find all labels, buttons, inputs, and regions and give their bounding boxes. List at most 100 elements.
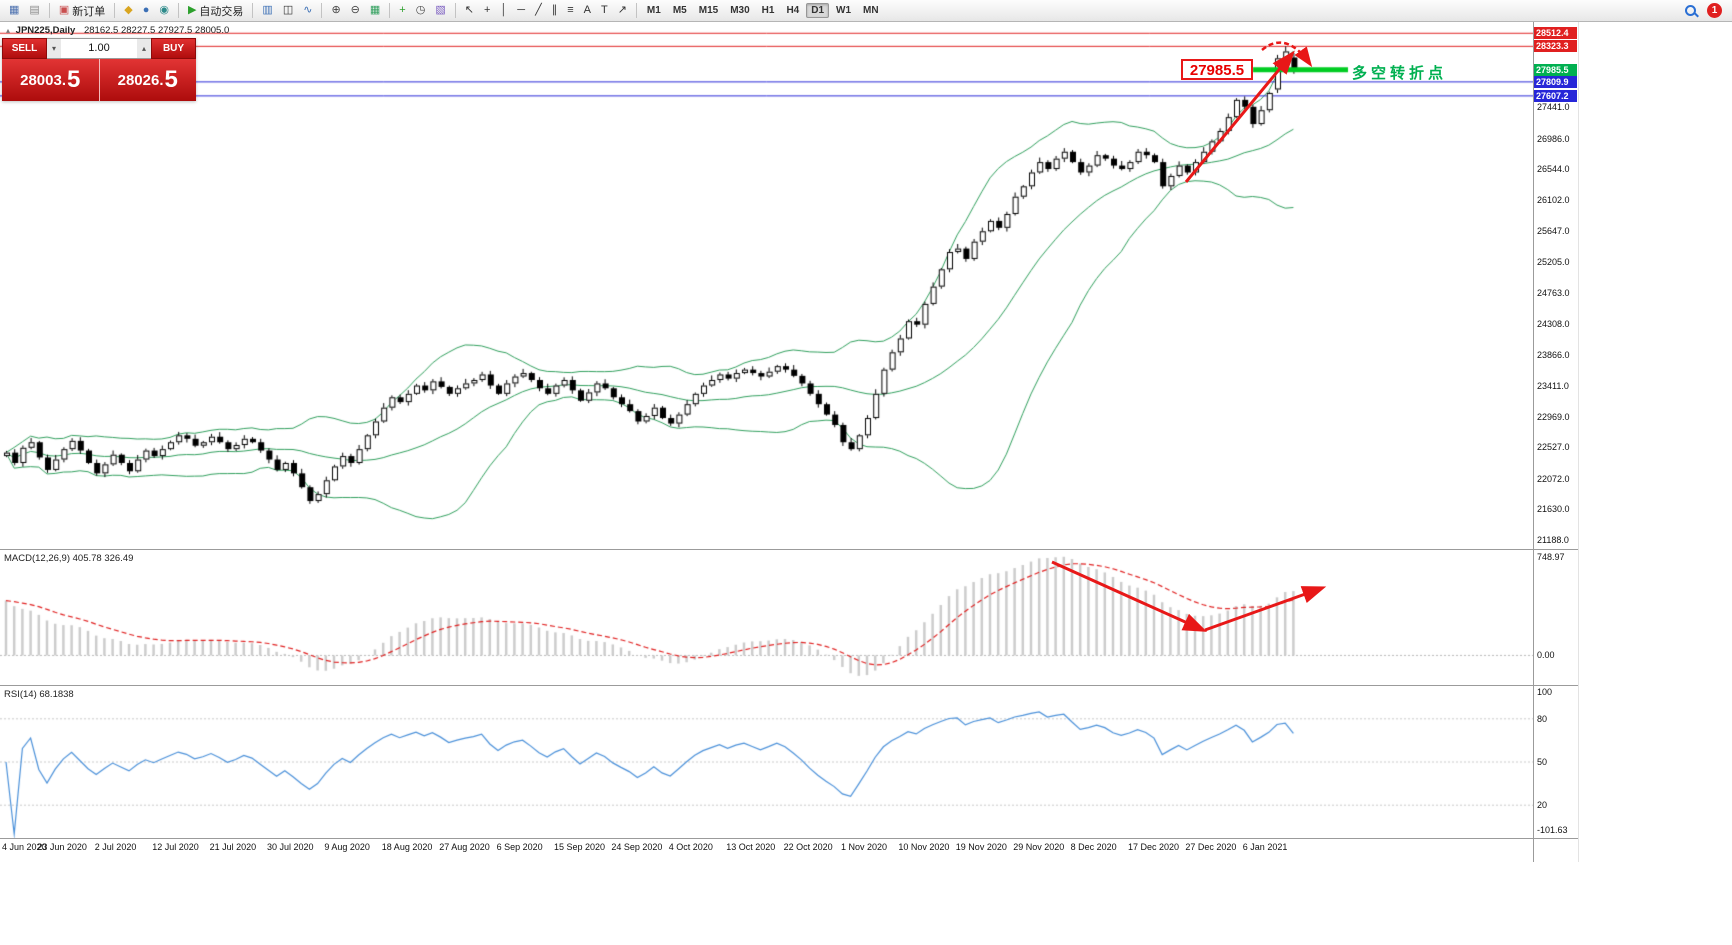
- auto-trading-button[interactable]: ▶自动交易: [184, 1, 247, 21]
- sell-price-pip: 5: [67, 68, 80, 92]
- toolbar-right: 1: [1683, 3, 1728, 19]
- trendline-icon-glyph: ╱: [535, 5, 542, 16]
- macd-axis-zero-label: 0.00: [1537, 650, 1555, 661]
- metaeditor-icon-glyph: ◆: [124, 5, 132, 16]
- zoom-in-icon[interactable]: ⊕: [327, 1, 344, 21]
- bar-chart-icon[interactable]: ▥: [258, 1, 276, 21]
- time-axis[interactable]: 4 Jun 202023 Jun 20202 Jul 202012 Jul 20…: [0, 840, 1578, 856]
- periods-icon[interactable]: ◷: [412, 1, 430, 21]
- timeframe-h4-button[interactable]: H4: [781, 3, 804, 18]
- text-icon-glyph: A: [584, 5, 591, 16]
- toolbar-separator: [636, 3, 637, 18]
- community-icon[interactable]: ◉: [155, 1, 173, 21]
- volume-decrease-button[interactable]: ▾: [47, 39, 61, 58]
- time-axis-label: 10 Nov 2020: [898, 842, 949, 852]
- price-axis-highlight-label: 28323.3: [1534, 40, 1577, 52]
- timeframe-w1-button[interactable]: W1: [831, 3, 856, 18]
- arrows-icon[interactable]: ↗: [614, 1, 631, 21]
- turning-point-label[interactable]: 多空转折点: [1352, 62, 1447, 83]
- timeframe-m30-button[interactable]: M30: [725, 3, 754, 18]
- new-chart-icon[interactable]: ▦: [5, 1, 23, 21]
- label-icon-glyph: T: [601, 5, 608, 16]
- horizontal-line-icon-glyph: ─: [517, 5, 525, 16]
- macd-axis-min-label: -101.63: [1537, 825, 1568, 836]
- zoom-out-icon[interactable]: ⊖: [347, 1, 364, 21]
- price-axis-label: 21188.0: [1537, 535, 1569, 546]
- rsi-axis-label: 20: [1537, 800, 1547, 811]
- toolbar-separator: [178, 3, 179, 18]
- rsi-axis-label: 100: [1537, 687, 1552, 698]
- toolbar-separator: [455, 3, 456, 18]
- one-click-toggle-icon[interactable]: ▴: [6, 26, 10, 35]
- price-axis[interactable]: 27441.026986.026544.026102.025647.025205…: [1534, 22, 1578, 862]
- timeframe-mn-button[interactable]: MN: [858, 3, 884, 18]
- fibonacci-icon[interactable]: ≡: [563, 1, 577, 21]
- buy-price-button[interactable]: 28026. 5: [100, 59, 197, 101]
- channel-icon-glyph: ∥: [552, 5, 558, 16]
- candlestick-icon[interactable]: ◫: [279, 1, 297, 21]
- auto-trading-button-glyph: ▶: [188, 5, 196, 16]
- fibonacci-icon-glyph: ≡: [567, 5, 573, 16]
- new-order-button[interactable]: ▣新订单: [55, 1, 109, 21]
- macd-canvas[interactable]: [0, 550, 1533, 685]
- tile-windows-icon[interactable]: ▦: [366, 1, 384, 21]
- time-axis-label: 19 Nov 2020: [956, 842, 1007, 852]
- label-icon[interactable]: T: [597, 1, 612, 21]
- metaeditor-icon[interactable]: ◆: [120, 1, 136, 21]
- trendline-icon[interactable]: ╱: [531, 1, 546, 21]
- price-chart-canvas[interactable]: [0, 22, 1533, 549]
- cursor-icon[interactable]: ↖: [461, 1, 478, 21]
- price-axis-label: 25647.0: [1537, 226, 1570, 237]
- timeframe-m5-button[interactable]: M5: [668, 3, 692, 18]
- price-flag-label[interactable]: 27985.5: [1181, 59, 1253, 80]
- timeframe-m15-button[interactable]: M15: [694, 3, 723, 18]
- search-icon[interactable]: [1683, 3, 1699, 19]
- timeframe-m1-button[interactable]: M1: [642, 3, 666, 18]
- price-axis-label: 26986.0: [1537, 134, 1570, 145]
- price-axis-label: 26544.0: [1537, 164, 1570, 175]
- text-icon[interactable]: A: [580, 1, 595, 21]
- indicators-icon[interactable]: +: [395, 1, 409, 21]
- time-axis-separator: [0, 838, 1578, 839]
- new-order-button-label: 新订单: [72, 3, 105, 19]
- volume-value[interactable]: 1.00: [61, 39, 137, 58]
- volume-increase-button[interactable]: ▴: [137, 39, 151, 58]
- bar-chart-icon-glyph: ▥: [262, 5, 272, 16]
- buy-price-pip: 5: [165, 68, 178, 92]
- cursor-icon-glyph: ↖: [465, 5, 474, 16]
- profiles-icon[interactable]: ▤: [25, 1, 43, 21]
- candlestick-icon-glyph: ◫: [283, 5, 293, 16]
- auto-trading-button-label: 自动交易: [199, 3, 243, 19]
- sell-price-button[interactable]: 28003. 5: [2, 59, 100, 101]
- new-order-button-glyph: ▣: [59, 5, 69, 16]
- sell-button[interactable]: SELL: [2, 38, 47, 59]
- timeframe-d1-button[interactable]: D1: [806, 3, 829, 18]
- macd-pane-separator[interactable]: [0, 549, 1578, 550]
- buy-button[interactable]: BUY: [151, 38, 196, 59]
- crosshair-icon-glyph: +: [484, 5, 490, 16]
- rsi-pane-separator[interactable]: [0, 685, 1578, 686]
- time-axis-label: 1 Nov 2020: [841, 842, 887, 852]
- channel-icon[interactable]: ∥: [548, 1, 562, 21]
- time-axis-label: 6 Sep 2020: [497, 842, 543, 852]
- notification-badge[interactable]: 1: [1707, 3, 1722, 18]
- rsi-canvas[interactable]: [0, 686, 1533, 838]
- arrows-icon-glyph: ↗: [618, 5, 627, 16]
- price-axis-highlight-label: 27607.2: [1534, 90, 1577, 102]
- options-icon[interactable]: ●: [139, 1, 154, 21]
- templates-icon[interactable]: ▧: [431, 1, 449, 21]
- time-axis-label: 17 Dec 2020: [1128, 842, 1179, 852]
- toolbar-separator: [49, 3, 50, 18]
- price-axis-label: 22072.0: [1537, 474, 1570, 485]
- ohlc-values: 28162.5 28227.5 27927.5 28005.0: [84, 25, 229, 36]
- timeframe-h1-button[interactable]: H1: [757, 3, 780, 18]
- volume-spinner[interactable]: ▾ 1.00 ▴: [47, 38, 151, 59]
- options-icon-glyph: ●: [143, 5, 150, 16]
- price-axis-label: 21630.0: [1537, 504, 1570, 515]
- crosshair-icon[interactable]: +: [480, 1, 494, 21]
- line-chart-icon[interactable]: ∿: [299, 1, 316, 21]
- time-axis-label: 4 Oct 2020: [669, 842, 713, 852]
- horizontal-line-icon[interactable]: ─: [513, 1, 529, 21]
- rsi-indicator-label: RSI(14) 68.1838: [4, 689, 74, 700]
- vertical-line-icon[interactable]: │: [496, 1, 511, 21]
